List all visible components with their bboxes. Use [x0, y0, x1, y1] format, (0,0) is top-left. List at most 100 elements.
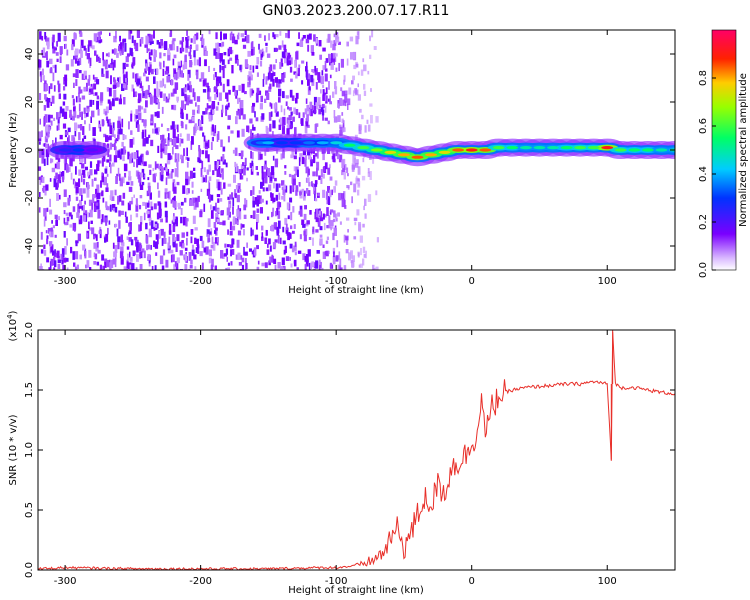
spectrogram-noise-cell — [166, 128, 170, 132]
spectrogram-noise-cell — [259, 207, 263, 214]
spectrogram-noise-cell — [294, 60, 297, 68]
signal-peak-mark — [519, 146, 532, 150]
spectrogram-noise-cell — [270, 103, 273, 109]
signal-peak-mark — [601, 146, 614, 150]
spectrogram-noise-cell — [39, 192, 41, 197]
spectrogram-noise-cell — [59, 56, 62, 63]
spectrogram-noise-cell — [242, 114, 246, 120]
spectrogram-noise-cell — [97, 192, 101, 200]
spectrogram-noise-cell — [179, 250, 183, 256]
spectrogram-noise-cell — [153, 95, 157, 104]
spectrogram-noise-cell — [153, 76, 156, 84]
spectrogram-noise-cell — [161, 238, 164, 246]
spectrogram-noise-cell — [344, 94, 348, 103]
spectrogram-noise-cell — [38, 166, 42, 171]
spectrogram-noise-cell — [111, 204, 116, 211]
spectrogram-noise-cell — [220, 139, 223, 148]
spectrogram-noise-cell — [52, 34, 55, 43]
colorbar-gradient — [711, 29, 737, 271]
spectrogram-noise-cell — [329, 74, 332, 79]
spectrogram-noise-cell — [62, 123, 67, 129]
colorbar-tick-label: 0.4 — [698, 166, 709, 182]
spectrogram-noise-cell — [117, 242, 120, 250]
spectrogram-noise-cell — [309, 210, 312, 215]
spectrogram-noise-cell — [284, 171, 287, 175]
spectrogram-noise-cell — [265, 125, 268, 133]
spectrogram-noise-cell — [115, 82, 117, 89]
spectrogram-noise-cell — [320, 169, 323, 178]
spectrogram-noise-cell — [287, 215, 290, 220]
spectrogram-noise-cell — [65, 257, 69, 262]
spectrogram-noise-cell — [306, 254, 309, 263]
spectrogram-noise-cell — [50, 244, 54, 252]
spectrogram-noise-cell — [87, 171, 89, 177]
spectrogram-noise-cell — [340, 58, 344, 68]
spectrogram-noise-cell — [44, 215, 47, 221]
snr-frame — [37, 329, 676, 571]
signal-peak-mark — [492, 146, 505, 150]
spectrogram-noise-cell — [46, 130, 48, 136]
spectrogram-noise-cell — [101, 68, 104, 77]
spectrogram-noise-cell — [119, 151, 122, 160]
spectrogram-noise-cell — [101, 254, 105, 261]
spectrogram-noise-cell — [51, 95, 55, 104]
spectrogram-noise-cell — [177, 205, 181, 210]
spectrogram-noise-cell — [286, 124, 290, 128]
spectrogram-noise-cell — [375, 190, 378, 196]
spectrogram-noise-cell — [172, 38, 176, 42]
spectrogram-noise-cell — [158, 202, 162, 212]
spectrogram-noise-cell — [195, 102, 197, 107]
spectrogram-noise-cell — [157, 201, 161, 206]
spectrogram-noise-cell — [204, 45, 207, 50]
spectrogram-noise-cell — [281, 180, 285, 186]
spectrogram-noise-cell — [241, 128, 245, 137]
spectrogram-noise-cell — [232, 85, 236, 92]
spectrogram-noise-cell — [57, 124, 60, 131]
spectrogram-noise-cell — [357, 252, 360, 258]
spectrogram-noise-cell — [63, 86, 66, 91]
spectrogram-noise-cell — [113, 79, 117, 86]
spectrogram-noise-cell — [113, 61, 116, 67]
spectrogram-noise-cell — [314, 194, 316, 201]
spectrogram-noise-cell — [74, 228, 76, 232]
spectrogram-noise-cell — [195, 44, 199, 50]
spectrogram-noise-cell — [214, 230, 217, 234]
spectrogram-noise-cell — [342, 99, 345, 106]
spectrogram-noise-cell — [290, 263, 293, 268]
spectrogram-noise-cell — [284, 245, 287, 254]
spectrogram-noise-cell — [143, 108, 147, 113]
spectrogram-noise-cell — [200, 188, 203, 192]
spectrogram-noise-cell — [351, 80, 354, 85]
spectrogram-noise-cell — [99, 264, 102, 270]
spectrogram-noise-cell — [280, 63, 284, 67]
spectrogram-noise-cell — [324, 94, 327, 102]
spectrogram-noise-cell — [369, 35, 371, 42]
spectrogram-noise-cell — [75, 69, 79, 78]
spectrogram-noise-cell — [181, 155, 184, 164]
spectrogram-noise-cell — [345, 235, 349, 241]
spectrogram-noise-cell — [334, 116, 337, 123]
spectrogram-noise-cell — [153, 30, 155, 39]
spectrogram-noise-cell — [180, 155, 183, 159]
spectrogram-noise-cell — [211, 124, 214, 132]
spectrogram-noise-cell — [171, 169, 174, 173]
spectrogram-noise-cell — [355, 35, 359, 45]
spectrogram-noise-cell — [139, 184, 144, 190]
spectrogram-noise-cell — [225, 109, 228, 116]
spectrogram-noise-cell — [346, 236, 349, 245]
spectrogram-noise-cell — [207, 86, 210, 92]
spectrogram-noise-cell — [299, 153, 303, 157]
spectrogram-noise-cell — [192, 215, 196, 224]
spectrogram-noise-cell — [110, 75, 112, 85]
spectrogram-noise-cell — [308, 262, 311, 270]
spectrogram-noise-cell — [115, 176, 118, 184]
spectrogram-noise-cell — [177, 124, 179, 133]
spectrogram-noise-cell — [251, 250, 254, 255]
spectrogram-noise-cell — [257, 260, 260, 265]
signal-peak-mark — [560, 146, 573, 150]
spectrogram-noise-cell — [332, 232, 335, 241]
spectrogram-noise-cell — [84, 200, 86, 205]
spectrogram-noise-cell — [306, 220, 310, 225]
spectrogram-noise-cell — [241, 257, 245, 263]
spectrogram-noise-cell — [313, 184, 315, 191]
